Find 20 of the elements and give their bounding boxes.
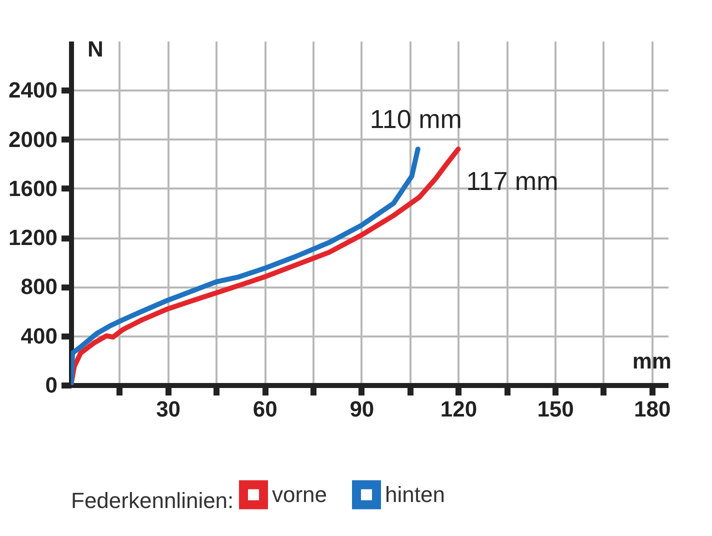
y-axis-title: N bbox=[88, 36, 104, 62]
legend-title: Federkennlinien: bbox=[71, 488, 234, 513]
x-tick-label: 150 bbox=[537, 396, 574, 422]
annotation: 117 mm bbox=[466, 166, 558, 196]
y-tick-label: 800 bbox=[20, 274, 58, 300]
y-tick-label: 2000 bbox=[8, 126, 58, 152]
y-tick-label: 2400 bbox=[8, 78, 58, 103]
y-tick-label: 0 bbox=[45, 372, 58, 398]
x-tick-label: 90 bbox=[350, 396, 374, 422]
y-tick-label: 1200 bbox=[8, 225, 58, 250]
annotation: 110 mm bbox=[370, 104, 462, 134]
x-tick-label: 180 bbox=[634, 396, 671, 422]
legend-label: hinten bbox=[385, 482, 445, 507]
x-axis-title: mm bbox=[632, 348, 672, 374]
x-tick-label: 60 bbox=[252, 396, 278, 422]
legend-label: vorne bbox=[272, 482, 328, 507]
x-tick-label: 120 bbox=[440, 396, 478, 422]
y-tick-label: 400 bbox=[20, 323, 58, 348]
x-tick-label: 30 bbox=[156, 396, 181, 422]
y-tick-label: 1600 bbox=[8, 176, 58, 201]
